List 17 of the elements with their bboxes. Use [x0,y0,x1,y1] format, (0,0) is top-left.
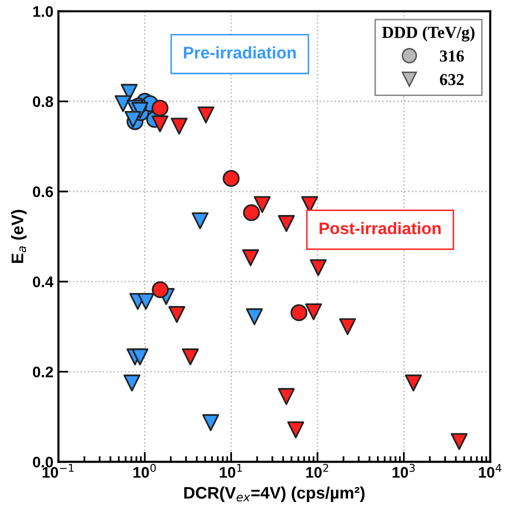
x-tick-label: 10$^{4}$ [478,464,502,478]
x-tick-label: 10$^{2}$ [306,464,328,478]
x-tick-label: 10$^{0}$ [134,464,156,478]
y-tick-label: 1.0 [33,6,53,17]
annotation: Post-irradiation [320,222,441,234]
y-tick-label: 0.4 [32,276,54,288]
x-tick-label: 10$^{1}$ [220,464,242,478]
x-axis-title: DCR(V$_{ex}$=4V) (cps/µm²) [184,486,365,502]
text: 632 [440,74,464,86]
text: 316 [440,50,464,62]
y-axis-title: E$_{a}$ (eV) [11,210,27,263]
y-tick-label: 0.2 [32,366,53,378]
y-tick-label: 0.6 [32,186,54,198]
annotation: Pre-irradiation [184,46,296,59]
y-tick-label: 0.8 [32,96,54,108]
legend-title: DDD (TeV/g) [382,26,474,42]
x-tick-label: 10$^{3}$ [392,464,415,478]
